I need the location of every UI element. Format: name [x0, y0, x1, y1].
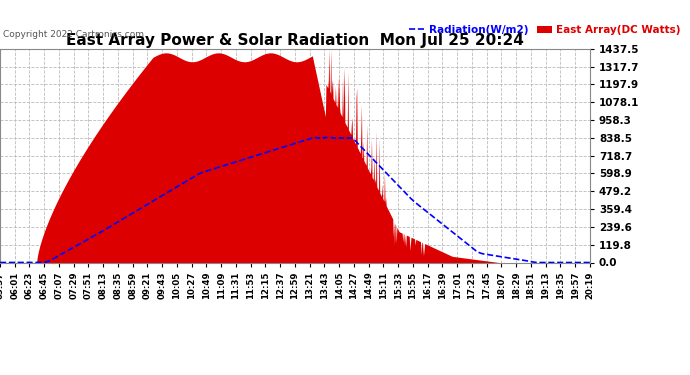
- Legend: Radiation(W/m2), East Array(DC Watts): Radiation(W/m2), East Array(DC Watts): [405, 21, 685, 39]
- Title: East Array Power & Solar Radiation  Mon Jul 25 20:24: East Array Power & Solar Radiation Mon J…: [66, 33, 524, 48]
- Text: Copyright 2022 Cartronics.com: Copyright 2022 Cartronics.com: [3, 30, 144, 39]
